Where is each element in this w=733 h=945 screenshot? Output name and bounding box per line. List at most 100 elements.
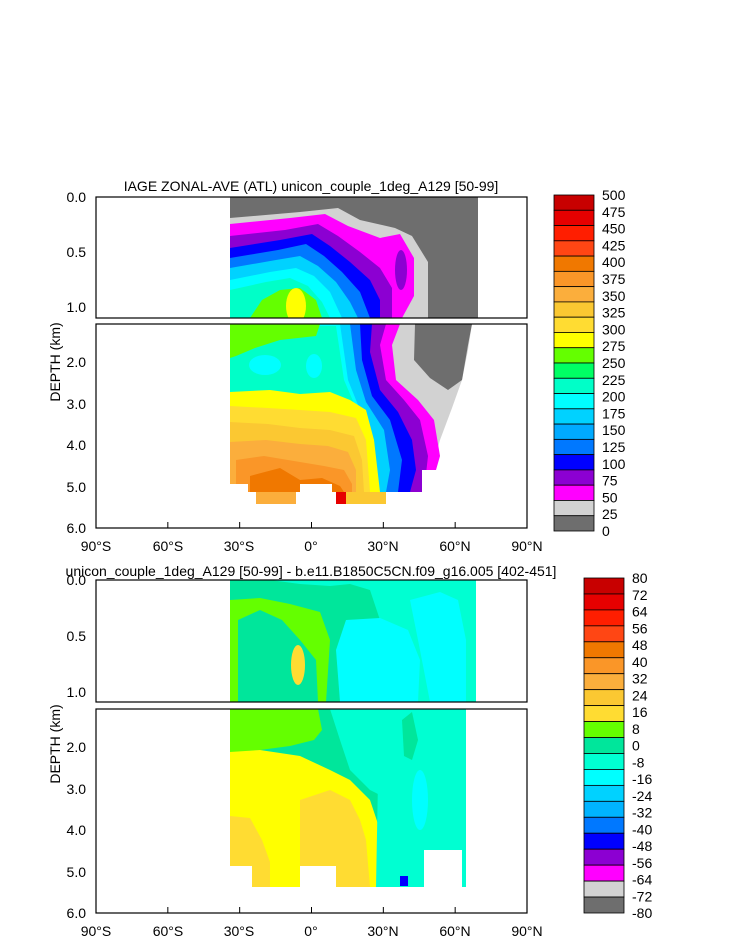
panel-1-yticks: 0.0 0.5 1.0 2.0 3.0 4.0 5.0 6.0 bbox=[67, 189, 87, 536]
colorbar-label: 16 bbox=[632, 704, 648, 720]
colorbar-swatch bbox=[553, 316, 595, 333]
colorbar-label: 325 bbox=[602, 305, 626, 321]
colorbar-swatch bbox=[583, 737, 625, 754]
colorbar-swatch bbox=[553, 194, 595, 211]
colorbar-swatch bbox=[553, 469, 595, 486]
colorbar-label: 56 bbox=[632, 620, 648, 636]
colorbar-swatch bbox=[553, 484, 595, 501]
colorbar-swatch bbox=[553, 438, 595, 456]
colorbar-swatch bbox=[553, 500, 595, 517]
colorbar-swatch bbox=[583, 609, 625, 627]
colorbar-swatch bbox=[553, 301, 595, 318]
colorbar-swatch bbox=[553, 255, 595, 272]
colorbar-label: 350 bbox=[602, 288, 626, 304]
panel-1-upper-field bbox=[230, 197, 478, 318]
colorbar-label: 475 bbox=[602, 204, 626, 220]
colorbar-label: 48 bbox=[632, 637, 648, 653]
panel-2-yticks: 0.0 0.5 1.0 2.0 3.0 4.0 5.0 6.0 bbox=[67, 572, 87, 921]
panel-2-ytick-label: 0.5 bbox=[67, 628, 87, 644]
colorbar-swatch bbox=[553, 332, 595, 349]
colorbar-label: 400 bbox=[602, 254, 626, 270]
colorbar-label: 200 bbox=[602, 389, 626, 405]
panel-1-xtick-label: 60°S bbox=[153, 538, 184, 554]
colorbar-swatch bbox=[553, 270, 595, 288]
panel-2-ytick-label: 2.0 bbox=[67, 739, 87, 755]
panel-2-ytick-label: 1.0 bbox=[67, 684, 87, 700]
colorbar-swatch bbox=[583, 832, 625, 850]
panel-1-ytick-label: 6.0 bbox=[67, 520, 87, 536]
panel-2-ylabel: DEPTH (km) bbox=[47, 704, 63, 783]
colorbar-label: 450 bbox=[602, 221, 626, 237]
panel-1-upper-frame bbox=[95, 196, 528, 319]
panel-2-ytick-label: 6.0 bbox=[67, 905, 87, 921]
panel-2-xtick-label: 30°S bbox=[224, 923, 255, 939]
colorbar-swatch bbox=[583, 721, 625, 738]
colorbar-label: 32 bbox=[632, 671, 648, 687]
colorbar-swatch bbox=[553, 454, 595, 471]
panel-1-lower-field bbox=[230, 324, 472, 528]
colorbar-swatch bbox=[583, 784, 625, 802]
colorbar-swatch bbox=[583, 657, 625, 675]
panel-1-xtick-label: 60°N bbox=[439, 538, 470, 554]
panel-1-tickmarks bbox=[95, 522, 528, 528]
colorbar-label: 125 bbox=[602, 439, 626, 455]
colorbar-label: 25 bbox=[602, 506, 618, 522]
colorbar-swatch bbox=[583, 753, 625, 770]
colorbar-label: -32 bbox=[632, 805, 652, 821]
panel-1: IAGE ZONAL-AVE (ATL) unicon_couple_1deg_… bbox=[47, 178, 626, 554]
panel-2-ytick-label: 5.0 bbox=[67, 864, 87, 880]
colorbar-label: -56 bbox=[632, 855, 652, 871]
colorbar-swatch bbox=[583, 769, 625, 786]
panel-1-xticks: 90°S 60°S 30°S 0° 30°N 60°N 90°N bbox=[81, 538, 543, 554]
panel-1-ytick-label: 0.5 bbox=[67, 244, 87, 260]
panel-2-upper-frame bbox=[95, 579, 528, 703]
colorbar-label: 250 bbox=[602, 355, 626, 371]
panel-1-xtick-label: 90°S bbox=[81, 538, 112, 554]
colorbar-swatch bbox=[583, 689, 625, 707]
colorbar-swatch bbox=[583, 625, 625, 643]
colorbar-label: 150 bbox=[602, 422, 626, 438]
panel-1-xtick-label: 30°N bbox=[367, 538, 398, 554]
colorbar-swatch bbox=[553, 362, 595, 379]
colorbar-label: -48 bbox=[632, 838, 652, 854]
colorbar-swatch bbox=[583, 577, 625, 595]
panel-2-lower-field bbox=[230, 709, 466, 913]
panel-1-ylabel: DEPTH (km) bbox=[47, 322, 63, 401]
colorbar-label: -8 bbox=[632, 754, 645, 770]
panel-2-ytick-label: 3.0 bbox=[67, 781, 87, 797]
colorbar-label: 40 bbox=[632, 654, 648, 670]
panel-1-ytick-label: 5.0 bbox=[67, 479, 87, 495]
colorbar-label: 8 bbox=[632, 721, 640, 737]
colorbar-swatch bbox=[553, 347, 595, 364]
colorbar-label: 500 bbox=[602, 187, 626, 203]
colorbar-swatch bbox=[553, 286, 595, 303]
colorbar-label: 50 bbox=[602, 489, 618, 505]
panel-2-tickmarks bbox=[95, 907, 528, 913]
colorbar-label: 75 bbox=[602, 473, 618, 489]
colorbar-label: 100 bbox=[602, 456, 626, 472]
colorbar-swatch bbox=[553, 408, 595, 425]
colorbar-label: 300 bbox=[602, 321, 626, 337]
colorbar-swatch bbox=[583, 800, 625, 818]
colorbar-label: 375 bbox=[602, 271, 626, 287]
panel-2-ytick-label: 4.0 bbox=[67, 822, 87, 838]
colorbar-label: -40 bbox=[632, 821, 652, 837]
colorbar-label: -72 bbox=[632, 888, 652, 904]
panel-1-ytick-label: 4.0 bbox=[67, 437, 87, 453]
colorbar-swatch bbox=[553, 225, 595, 242]
colorbar-label: 175 bbox=[602, 405, 626, 421]
colorbar-swatch bbox=[553, 423, 595, 440]
panel-1-colorbar: 5004754504254003753503253002752502252001… bbox=[553, 187, 626, 539]
colorbar-label: 72 bbox=[632, 587, 648, 603]
colorbar-swatch bbox=[553, 377, 595, 394]
colorbar-swatch bbox=[583, 848, 625, 866]
panel-2-xtick-label: 60°S bbox=[153, 923, 184, 939]
panel-2-xtick-label: 0° bbox=[304, 923, 317, 939]
colorbar-label: -80 bbox=[632, 905, 652, 921]
colorbar-label: 225 bbox=[602, 372, 626, 388]
panel-1-xtick-label: 0° bbox=[304, 538, 317, 554]
panel-2-xtick-label: 90°S bbox=[81, 923, 112, 939]
colorbar-label: 80 bbox=[632, 570, 648, 586]
panel-1-ytick-label: 3.0 bbox=[67, 396, 87, 412]
